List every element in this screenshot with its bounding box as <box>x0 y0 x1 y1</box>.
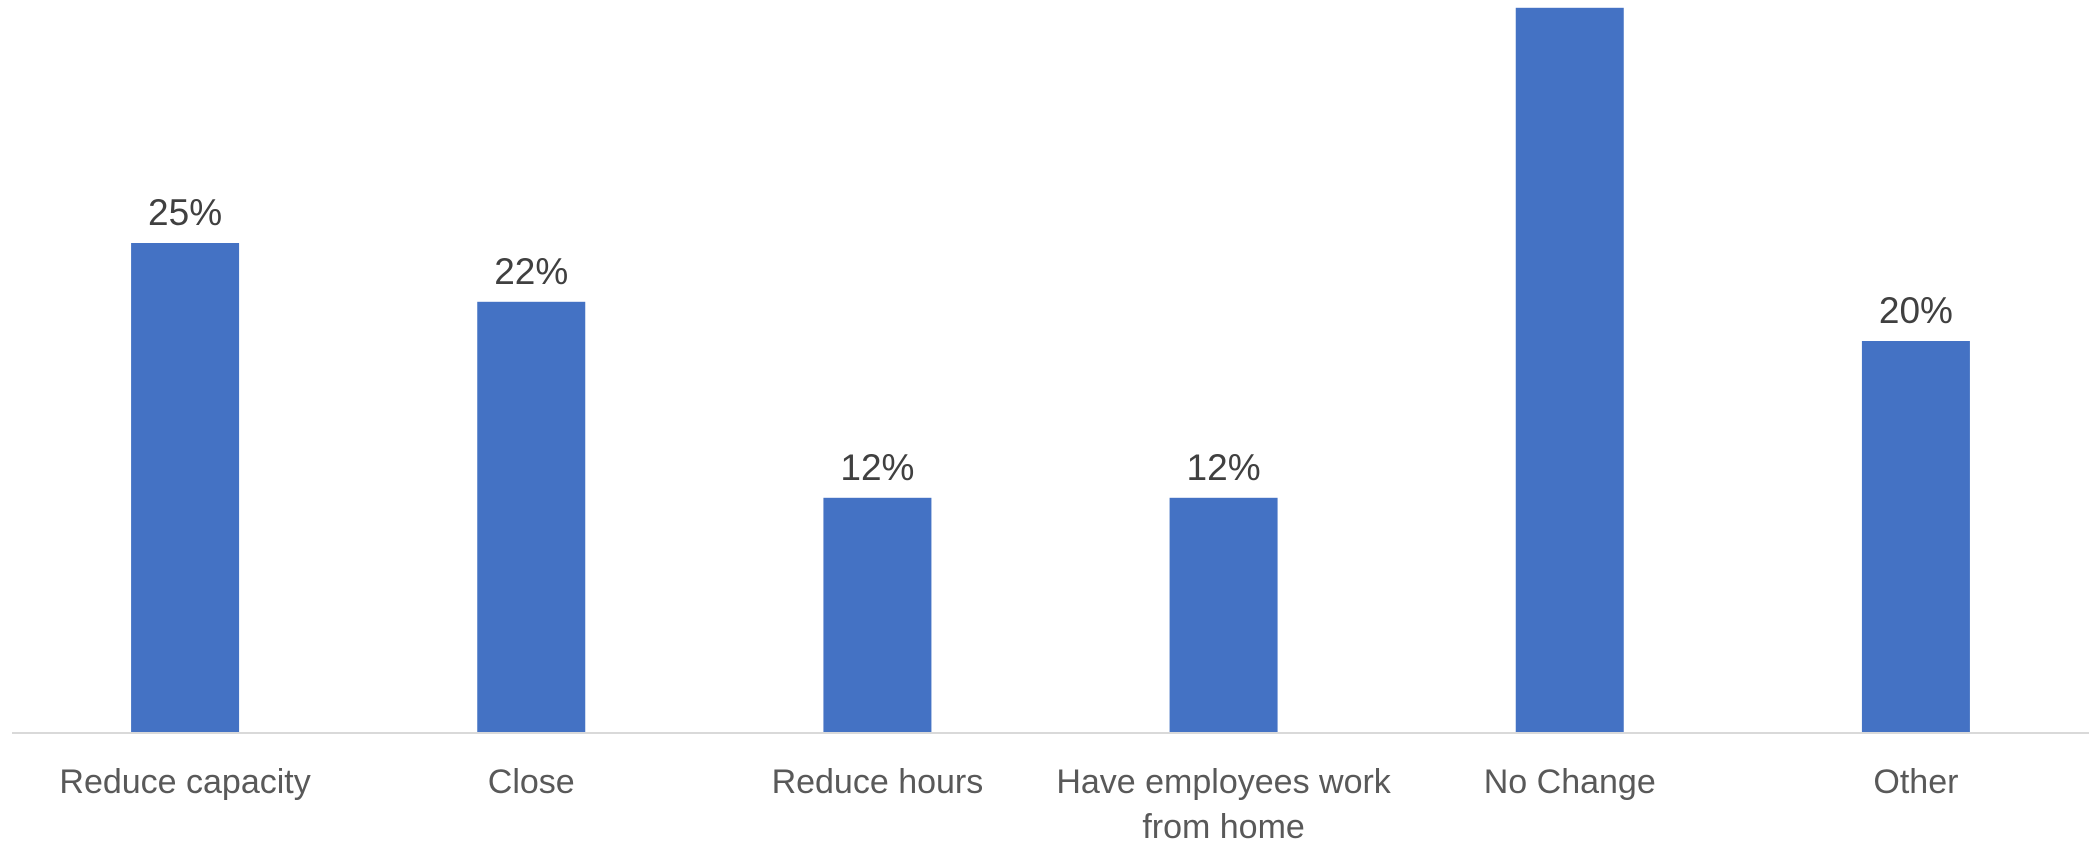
bar-3 <box>1169 497 1278 733</box>
bars-group <box>131 7 1970 734</box>
category-label-3-line-0: Have employees work <box>1056 763 1391 801</box>
bar-5 <box>1861 341 1970 733</box>
category-label-4: No Change <box>1484 763 1656 801</box>
category-label-2: Reduce hours <box>772 763 984 801</box>
data-label-3: 12% <box>1187 447 1261 488</box>
data-label-0: 25% <box>148 192 222 233</box>
bar-2 <box>823 497 932 733</box>
data-label-1: 22% <box>494 251 568 292</box>
category-label-1: Close <box>488 763 575 801</box>
data-label-2: 12% <box>840 447 914 488</box>
data-label-5: 20% <box>1879 290 1953 331</box>
category-label-5: Other <box>1873 763 1958 801</box>
bar-1 <box>477 301 586 733</box>
category-label-3-line-1: from home <box>1142 808 1305 845</box>
bar-0 <box>131 243 240 733</box>
bar-4 <box>1515 7 1624 734</box>
category-labels-group: Reduce capacity Close Reduce hours Have emp… <box>59 763 1958 845</box>
category-label-0: Reduce capacity <box>59 763 310 801</box>
data-labels-group: 25%22%12%12%37%20% <box>148 192 1953 488</box>
